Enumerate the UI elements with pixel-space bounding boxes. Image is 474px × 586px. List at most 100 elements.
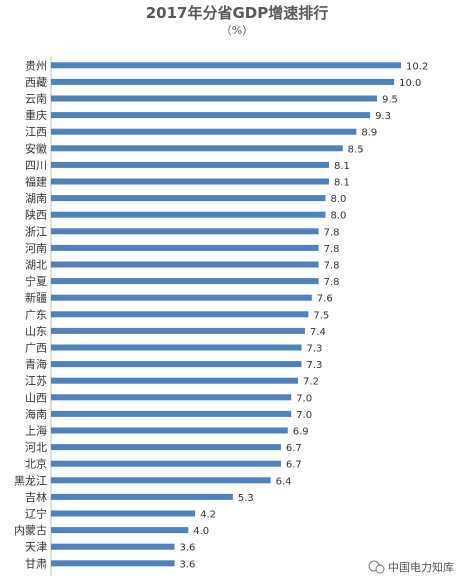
value-label: 7.0 — [296, 410, 312, 421]
category-label: 安徽 — [25, 141, 47, 155]
wechat-icon — [368, 560, 385, 574]
value-label: 8.5 — [348, 144, 364, 155]
bar — [51, 95, 377, 102]
value-label: 7.0 — [296, 393, 312, 404]
value-label: 4.0 — [193, 526, 209, 537]
value-label: 9.3 — [375, 111, 391, 122]
value-label: 7.8 — [324, 244, 340, 255]
category-label: 青海 — [25, 357, 47, 371]
bar — [51, 560, 175, 567]
value-label: 6.9 — [293, 427, 309, 438]
bar — [51, 244, 319, 251]
category-label: 山东 — [25, 325, 47, 338]
category-label: 天津 — [25, 541, 47, 554]
bar — [51, 477, 271, 484]
value-label: 8.0 — [331, 211, 347, 222]
value-label: 7.2 — [303, 377, 319, 388]
category-label: 甘肃 — [25, 557, 47, 570]
value-label: 6.7 — [286, 460, 302, 471]
bar — [51, 493, 233, 500]
chart-title: 2017年分省GDP增速排行 — [146, 4, 329, 22]
value-label: 8.0 — [331, 194, 347, 205]
category-label: 广西 — [25, 342, 47, 355]
category-label: 江西 — [25, 126, 47, 139]
category-label: 云南 — [25, 93, 47, 106]
category-label: 湖南 — [25, 192, 47, 205]
bar — [51, 261, 319, 268]
value-label: 10.2 — [406, 61, 428, 72]
bar — [51, 294, 312, 301]
chart-subtitle: （%） — [221, 24, 253, 37]
category-label: 广东 — [25, 308, 47, 321]
category-label: 重庆 — [25, 108, 47, 122]
category-label: 四川 — [25, 159, 47, 172]
value-label: 6.7 — [286, 443, 302, 454]
bar — [51, 145, 343, 152]
value-label: 7.5 — [313, 310, 329, 321]
value-label: 7.8 — [324, 277, 340, 288]
category-label: 西藏 — [25, 76, 47, 89]
category-label: 新疆 — [25, 291, 47, 305]
bars-group: 贵州 10.2 西藏 10.0 云南 9.5 重庆 9.3 江西 8.9 安徽 8.5 四川 8.1 福建 8… — [14, 59, 428, 570]
watermark: 中国电力知库 — [368, 560, 454, 574]
value-label: 7.8 — [324, 227, 340, 238]
value-label: 8.1 — [334, 161, 350, 172]
bar — [51, 128, 357, 135]
value-label: 6.4 — [276, 476, 292, 487]
category-label: 山西 — [25, 391, 47, 404]
bar — [51, 510, 196, 517]
value-label: 5.3 — [238, 493, 254, 504]
bar — [51, 410, 292, 417]
value-label: 10.0 — [399, 78, 421, 89]
bar — [51, 394, 292, 401]
category-label: 北京 — [25, 457, 47, 471]
category-label: 内蒙古 — [14, 523, 47, 537]
watermark-text: 中国电力知库 — [388, 560, 454, 574]
value-label: 7.4 — [310, 327, 326, 338]
bar — [51, 427, 288, 434]
value-label: 9.5 — [382, 95, 398, 106]
bar — [51, 344, 302, 351]
category-label: 陕西 — [25, 208, 47, 222]
value-label: 8.9 — [361, 128, 377, 139]
category-label: 江苏 — [25, 375, 47, 388]
bar — [51, 460, 281, 467]
category-label: 海南 — [25, 407, 47, 421]
value-label: 3.6 — [180, 559, 196, 570]
value-label: 7.8 — [324, 261, 340, 272]
category-label: 吉林 — [25, 490, 47, 504]
bar — [51, 112, 371, 119]
bar — [51, 161, 329, 168]
bar — [51, 444, 281, 451]
category-label: 辽宁 — [25, 507, 47, 521]
category-label: 宁夏 — [25, 274, 47, 288]
bar — [51, 311, 309, 318]
value-label: 7.6 — [317, 294, 333, 305]
category-label: 河北 — [25, 441, 47, 454]
category-label: 上海 — [25, 424, 47, 438]
bar — [51, 377, 299, 384]
bar — [51, 178, 329, 185]
bar — [51, 62, 401, 69]
value-label: 7.3 — [306, 344, 322, 355]
category-label: 湖北 — [25, 259, 47, 272]
value-label: 7.3 — [306, 360, 322, 371]
bar — [51, 527, 189, 534]
category-label: 贵州 — [25, 59, 47, 72]
category-label: 浙江 — [25, 225, 47, 238]
bar — [51, 361, 302, 368]
bar — [51, 195, 326, 202]
value-label: 8.1 — [334, 178, 350, 189]
bar — [51, 228, 319, 235]
bar — [51, 543, 175, 550]
category-label: 河南 — [25, 242, 47, 255]
bar — [51, 327, 305, 334]
category-label: 黑龙江 — [14, 474, 47, 487]
bar — [51, 278, 319, 285]
value-label: 3.6 — [180, 543, 196, 554]
bar — [51, 78, 395, 85]
bar — [51, 211, 326, 218]
value-label: 4.2 — [200, 510, 216, 521]
category-label: 福建 — [25, 175, 47, 189]
